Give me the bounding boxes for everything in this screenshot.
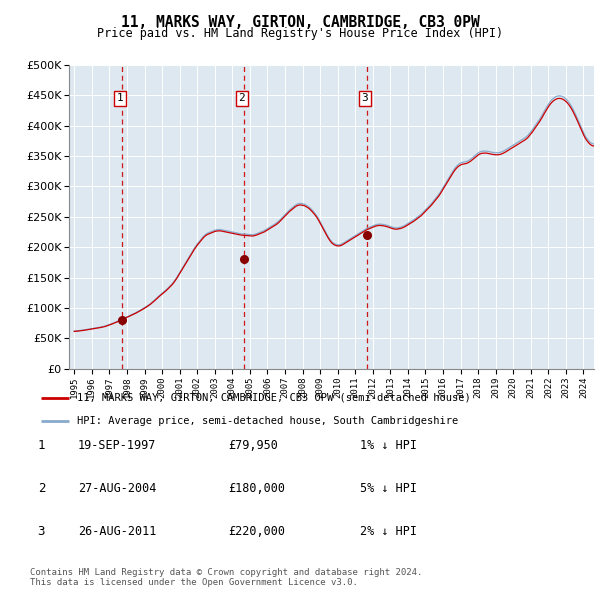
Text: 19-SEP-1997: 19-SEP-1997 xyxy=(78,439,157,452)
Text: 27-AUG-2004: 27-AUG-2004 xyxy=(78,482,157,495)
Text: £180,000: £180,000 xyxy=(228,482,285,495)
Text: 2: 2 xyxy=(238,93,245,103)
Text: 11, MARKS WAY, GIRTON, CAMBRIDGE, CB3 0PW: 11, MARKS WAY, GIRTON, CAMBRIDGE, CB3 0P… xyxy=(121,15,479,30)
Text: 26-AUG-2011: 26-AUG-2011 xyxy=(78,525,157,538)
Text: 2% ↓ HPI: 2% ↓ HPI xyxy=(360,525,417,538)
Text: 1: 1 xyxy=(38,439,45,452)
Text: This data is licensed under the Open Government Licence v3.0.: This data is licensed under the Open Gov… xyxy=(30,578,358,587)
Text: 5% ↓ HPI: 5% ↓ HPI xyxy=(360,482,417,495)
Text: 3: 3 xyxy=(361,93,368,103)
Text: 1% ↓ HPI: 1% ↓ HPI xyxy=(360,439,417,452)
Text: 2: 2 xyxy=(38,482,45,495)
Text: £79,950: £79,950 xyxy=(228,439,278,452)
Text: 3: 3 xyxy=(38,525,45,538)
Text: Price paid vs. HM Land Registry's House Price Index (HPI): Price paid vs. HM Land Registry's House … xyxy=(97,27,503,40)
Text: 11, MARKS WAY, GIRTON, CAMBRIDGE, CB3 0PW (semi-detached house): 11, MARKS WAY, GIRTON, CAMBRIDGE, CB3 0P… xyxy=(77,392,470,402)
Text: £220,000: £220,000 xyxy=(228,525,285,538)
Text: Contains HM Land Registry data © Crown copyright and database right 2024.: Contains HM Land Registry data © Crown c… xyxy=(30,568,422,576)
Text: 1: 1 xyxy=(117,93,124,103)
Text: HPI: Average price, semi-detached house, South Cambridgeshire: HPI: Average price, semi-detached house,… xyxy=(77,416,458,426)
